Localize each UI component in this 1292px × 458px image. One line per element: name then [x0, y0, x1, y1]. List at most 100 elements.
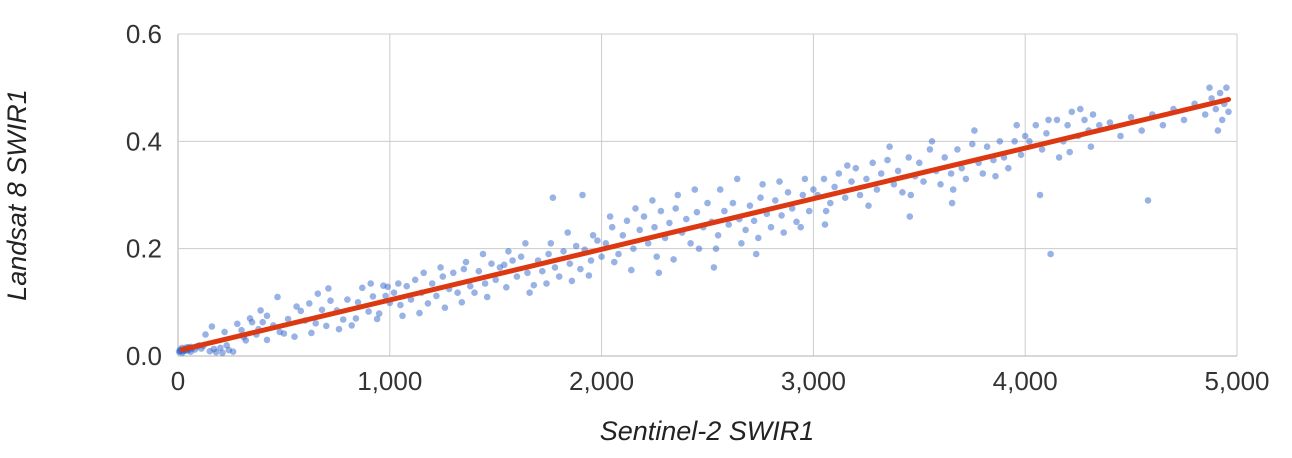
scatter-point — [513, 273, 521, 280]
scatter-point — [549, 194, 557, 201]
scatter-point — [979, 170, 987, 177]
scatter-point — [704, 199, 711, 207]
y-tick-label: 0.6 — [126, 19, 162, 49]
scatter-point — [841, 194, 849, 201]
scatter-point — [375, 310, 383, 317]
scatter-point — [865, 202, 872, 209]
scatter-point — [1214, 127, 1222, 134]
scatter-point — [738, 240, 745, 247]
scatter-point — [653, 253, 660, 260]
scatter-point — [325, 285, 332, 292]
scatter-point — [920, 178, 927, 185]
scatter-point — [564, 229, 571, 236]
scatter-point — [869, 159, 876, 167]
scatter-point — [615, 250, 622, 258]
scatter-point — [221, 328, 228, 336]
scatter-point — [589, 232, 597, 239]
scatter-point — [369, 293, 377, 300]
scatter-point — [1021, 132, 1029, 140]
scatter-point — [757, 194, 764, 201]
scatter-point — [873, 186, 881, 193]
scatter-point — [821, 221, 829, 228]
x-tick-label: 5,000 — [1204, 366, 1269, 396]
scatter-point — [306, 300, 313, 307]
scatter-point — [683, 215, 690, 223]
scatter-point — [1201, 111, 1209, 118]
scatter-point — [962, 175, 970, 183]
scatter-point — [905, 154, 912, 161]
scatter-point — [210, 345, 218, 353]
scatter-point — [1038, 146, 1046, 153]
scatter-point — [666, 219, 673, 227]
scatter-point — [411, 276, 419, 284]
scatter-point — [657, 207, 665, 215]
scatter-point — [450, 269, 457, 277]
scatter-point — [1223, 84, 1230, 91]
scatter-point — [424, 300, 432, 307]
scatter-point — [1087, 143, 1095, 150]
scatter-point — [890, 181, 898, 188]
y-tick-label: 0.0 — [126, 341, 162, 371]
scatter-point — [746, 202, 754, 209]
scatter-point — [1055, 154, 1063, 161]
scatter-point — [602, 240, 610, 247]
scatter-point — [691, 186, 699, 193]
scatter-point — [390, 289, 398, 297]
scatter-point — [848, 178, 855, 185]
scatter-point — [483, 293, 491, 301]
scatter-point — [752, 250, 760, 258]
scatter-point — [335, 325, 343, 333]
scatter-point — [721, 207, 728, 215]
scatter-point — [611, 258, 618, 266]
scatter-point — [784, 189, 792, 196]
scatter-point — [416, 309, 423, 317]
scatter-point — [1068, 108, 1076, 116]
scatter-point — [916, 159, 923, 167]
scatter-point — [568, 277, 576, 285]
scatter-point — [1208, 95, 1215, 102]
scatter-point — [545, 250, 552, 258]
scatter-point — [729, 199, 737, 207]
scatter-point — [606, 213, 614, 220]
scatter-point — [672, 205, 679, 212]
scatter-point — [1225, 108, 1232, 116]
scatter-point — [725, 221, 732, 228]
scatter-point — [877, 170, 885, 177]
scatter-point — [636, 226, 643, 234]
scatter-point — [551, 264, 559, 271]
trend-line-layer — [179, 96, 1232, 353]
scatter-point — [1089, 111, 1097, 118]
scatter-point — [958, 164, 965, 172]
scatter-point — [1045, 116, 1052, 124]
scatter-point — [373, 315, 381, 323]
scatter-point — [801, 175, 809, 183]
scatter-point — [695, 245, 703, 252]
scatter-point — [805, 207, 813, 215]
scatter-point — [1138, 127, 1145, 134]
scatter-point — [323, 322, 330, 330]
scatter-point — [1212, 105, 1220, 113]
scatter-point — [395, 280, 402, 287]
scatter-point — [835, 170, 843, 177]
scatter-point — [572, 242, 580, 250]
scatter-point — [1117, 132, 1124, 140]
scatter-point — [359, 284, 366, 292]
scatter-point — [619, 232, 627, 239]
scatter-point — [399, 312, 406, 320]
scatter-point — [467, 282, 474, 290]
scatter-point — [1216, 89, 1224, 97]
scatter-point — [384, 283, 392, 291]
scatter-point — [585, 272, 593, 279]
scatter-point — [1005, 164, 1012, 172]
scatter-point — [308, 329, 315, 337]
scatter-point — [293, 303, 300, 310]
scatter-point — [397, 301, 404, 309]
scatter-point — [971, 127, 978, 134]
scatter-point — [788, 205, 796, 212]
x-tick-label: 4,000 — [993, 366, 1058, 396]
x-tick-label: 0 — [171, 366, 185, 396]
scatter-point — [587, 257, 595, 264]
scatter-point — [750, 217, 758, 225]
scatter-point — [223, 342, 230, 349]
scatter-point — [1026, 138, 1033, 145]
